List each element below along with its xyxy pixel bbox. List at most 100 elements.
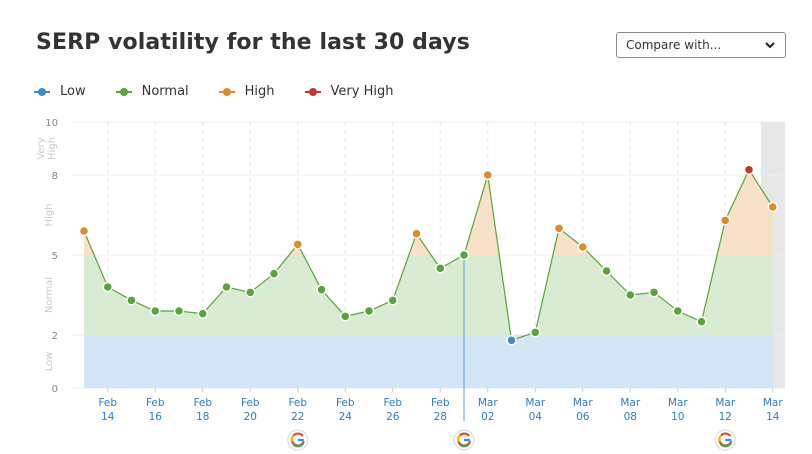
data-point: [245, 287, 256, 298]
zone-label-very-high: Very: [36, 137, 47, 159]
x-tick-label-day: 16: [149, 411, 163, 423]
legend-item-high[interactable]: High: [218, 84, 275, 99]
y-tick-label: 8: [52, 171, 58, 182]
google-update-icon[interactable]: [714, 429, 736, 451]
zone-label-very-high: High: [47, 137, 58, 160]
data-point: [411, 228, 422, 239]
x-tick-label-month: Feb: [288, 397, 307, 409]
x-tick-label-month: Mar: [763, 397, 783, 409]
legend-label-normal: Normal: [141, 84, 189, 99]
x-tick-label-month: Mar: [573, 397, 593, 409]
legend-swatch-high: [218, 87, 235, 97]
data-point: [363, 305, 375, 317]
legend-swatch-low: [34, 87, 50, 97]
zone-normal: [84, 255, 773, 335]
zone-low: [84, 335, 773, 388]
x-tick-label-month: Mar: [668, 397, 688, 409]
data-point: [696, 316, 707, 327]
x-tick-label-month: Feb: [336, 397, 355, 409]
x-tick-label-day: 28: [434, 411, 447, 423]
y-tick-label: 2: [52, 331, 58, 342]
compare-with-dropdown[interactable]: Compare with...: [616, 32, 786, 58]
data-point: [458, 249, 470, 261]
data-point: [577, 241, 588, 253]
x-tick-label-day: 26: [386, 411, 400, 423]
data-point: [767, 201, 778, 213]
legend-item-very-high[interactable]: Very High: [304, 84, 394, 99]
data-point: [530, 327, 541, 338]
x-tick-label-day: 14: [766, 411, 780, 423]
y-tick-label: 10: [45, 118, 58, 129]
x-tick-label-month: Feb: [241, 397, 260, 409]
data-point: [268, 268, 280, 279]
x-tick-label-month: Mar: [478, 397, 498, 409]
zone-label-normal: Normal: [44, 277, 55, 313]
zone-high: [84, 175, 773, 255]
x-tick-label-day: 14: [101, 411, 115, 423]
zone-very-high: [84, 169, 773, 175]
x-tick-label-day: 24: [339, 411, 353, 423]
data-point: [720, 215, 731, 226]
x-tick-label-month: Feb: [193, 397, 212, 409]
y-tick-label: 5: [52, 251, 58, 262]
x-tick-label-day: 06: [576, 411, 590, 423]
x-tick-label-month: Mar: [620, 397, 640, 409]
zone-fills: [84, 169, 773, 335]
zone-label-low: Low: [44, 352, 55, 372]
data-point: [126, 295, 137, 306]
chevron-down-icon: [765, 42, 775, 49]
x-tick-label-month: Mar: [525, 397, 545, 409]
legend-label-high: High: [244, 84, 275, 99]
data-point: [150, 305, 161, 317]
legend-swatch-normal: [115, 87, 132, 97]
data-point: [197, 308, 208, 319]
data-point: [435, 263, 446, 274]
legend: Low Normal High Very High: [34, 84, 423, 99]
x-tick-label-day: 02: [481, 411, 494, 423]
google-update-icon[interactable]: [453, 429, 475, 451]
x-tick-label-month: Feb: [146, 397, 165, 409]
x-tick-label-day: 12: [719, 411, 732, 423]
legend-label-low: Low: [60, 84, 86, 99]
google-icon-arc: [292, 442, 305, 448]
x-tick-label-month: Mar: [715, 397, 735, 409]
data-point: [316, 284, 327, 295]
x-tick-label-day: 10: [671, 411, 684, 423]
data-point: [292, 239, 303, 250]
legend-label-very-high: Very High: [330, 84, 394, 99]
x-tick-label-day: 20: [244, 411, 257, 423]
google-icon-arc: [458, 442, 471, 448]
google-icon-arc: [718, 434, 723, 442]
page-title: SERP volatility for the last 30 days: [36, 30, 470, 55]
google-icon-arc: [719, 442, 732, 448]
legend-swatch-very-high: [304, 87, 321, 97]
google-icon-arc: [456, 434, 461, 442]
data-point: [387, 295, 398, 306]
data-point: [601, 265, 612, 277]
data-point: [553, 223, 565, 234]
data-point: [648, 287, 660, 298]
legend-item-normal[interactable]: Normal: [115, 84, 189, 99]
x-tick-label-day: 22: [291, 411, 304, 423]
x-tick-label-day: 08: [624, 411, 637, 423]
x-tick-label-month: Feb: [431, 397, 450, 409]
compare-with-label: Compare with...: [626, 38, 722, 52]
zone-label-high: High: [44, 204, 55, 227]
data-point: [102, 281, 113, 293]
google-icon-arc: [290, 434, 295, 442]
x-tick-label-day: 04: [529, 411, 543, 423]
data-point: [625, 289, 636, 301]
data-point: [173, 305, 185, 317]
data-point: [340, 311, 351, 322]
data-point: [221, 281, 232, 293]
data-point: [482, 169, 493, 181]
legend-item-low[interactable]: Low: [34, 84, 86, 99]
data-point: [672, 305, 683, 317]
x-tick-label-month: Feb: [98, 397, 117, 409]
data-point: [743, 164, 755, 175]
y-tick-label: 0: [52, 384, 58, 395]
x-tick-label-day: 18: [196, 411, 209, 423]
x-tick-label-month: Feb: [383, 397, 402, 409]
google-update-icon[interactable]: [287, 429, 309, 451]
